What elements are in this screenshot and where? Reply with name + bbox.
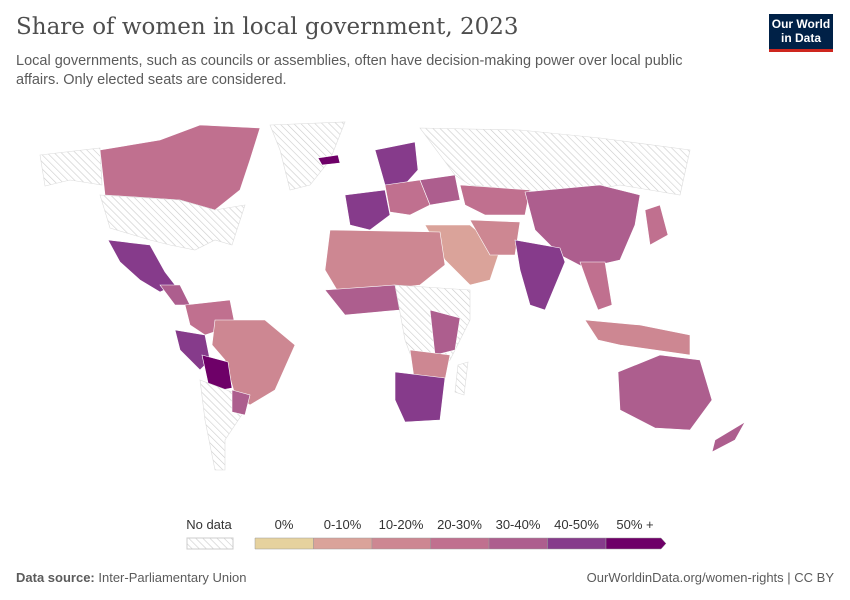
region-scandinavia[interactable] bbox=[374, 141, 419, 191]
region-western-europe[interactable] bbox=[344, 189, 391, 231]
region-central-america[interactable] bbox=[159, 284, 191, 306]
legend-bin-label: 40-50% bbox=[554, 517, 599, 532]
legend-bin-label: 0% bbox=[274, 517, 294, 532]
region-greenland[interactable] bbox=[269, 121, 346, 191]
legend-no-data-swatch bbox=[186, 537, 234, 550]
region-alaska[interactable] bbox=[39, 147, 103, 187]
region-russia[interactable] bbox=[419, 127, 691, 196]
legend-swatch bbox=[371, 537, 431, 550]
world-map[interactable] bbox=[0, 100, 850, 500]
region-australia[interactable] bbox=[617, 354, 713, 431]
legend-bin-label: 20-30% bbox=[437, 517, 482, 532]
region-madagascar[interactable] bbox=[454, 361, 469, 396]
region-central-europe[interactable] bbox=[384, 179, 431, 216]
region-mexico[interactable] bbox=[107, 239, 176, 293]
region-eastern-europe[interactable] bbox=[419, 174, 461, 206]
legend-swatch bbox=[547, 537, 607, 550]
region-west-africa[interactable] bbox=[324, 284, 401, 316]
owid-logo[interactable]: Our World in Data bbox=[769, 14, 833, 52]
region-kazakhstan[interactable] bbox=[459, 184, 531, 216]
legend-swatch bbox=[313, 537, 373, 550]
region-east-africa[interactable] bbox=[429, 309, 461, 356]
legend-swatch bbox=[254, 537, 314, 550]
region-iran-afghanistan[interactable] bbox=[469, 219, 521, 256]
legend-bin-label: 30-40% bbox=[495, 517, 541, 532]
region-usa[interactable] bbox=[99, 194, 246, 251]
region-india[interactable] bbox=[514, 239, 566, 311]
legend-swatch bbox=[430, 537, 490, 550]
region-southeast-asia[interactable] bbox=[579, 261, 613, 311]
region-uruguay-paraguay[interactable] bbox=[231, 389, 251, 416]
legend-no-data-label: No data bbox=[186, 517, 232, 532]
legend-bin-label: 10-20% bbox=[378, 517, 424, 532]
chart-subtitle: Local governments, such as councils or a… bbox=[16, 53, 683, 88]
legend-bin-label: 50% + bbox=[616, 517, 654, 532]
legend-color-bar bbox=[186, 537, 667, 550]
legend-bin-label: 0-10% bbox=[323, 517, 362, 532]
legend-swatch bbox=[605, 537, 667, 550]
region-south-africa[interactable] bbox=[394, 371, 446, 423]
legend-swatch bbox=[488, 537, 548, 550]
region-japan[interactable] bbox=[644, 204, 669, 246]
region-iceland[interactable] bbox=[317, 154, 341, 166]
region-bolivia[interactable] bbox=[201, 354, 233, 393]
region-indonesia[interactable] bbox=[584, 319, 691, 356]
footer-link[interactable]: OurWorldinData.org/women-rights | CC BY bbox=[586, 570, 834, 585]
region-new-zealand[interactable] bbox=[711, 421, 746, 453]
data-source: Data source: Inter-Parliamentary Union bbox=[16, 570, 247, 585]
region-north-africa[interactable] bbox=[324, 229, 446, 296]
region-brazil[interactable] bbox=[211, 319, 296, 406]
chart-title: Share of women in local government, 2023 bbox=[16, 14, 519, 40]
